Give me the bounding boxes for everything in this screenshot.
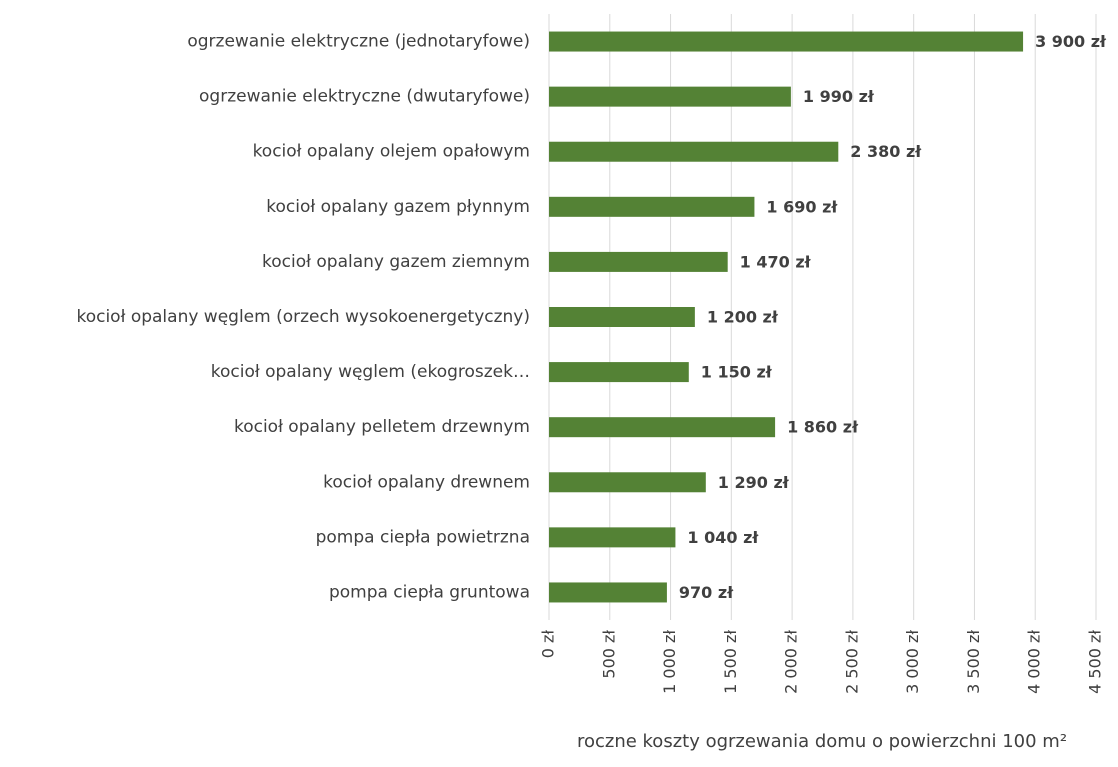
bar (549, 86, 791, 107)
x-tick-label: 4 000 zł (1025, 630, 1044, 694)
y-tick-label: kocioł opalany węglem (orzech wysokoener… (76, 307, 530, 327)
value-label: 3 900 zł (1035, 32, 1107, 51)
x-tick-label: 2 500 zł (842, 630, 861, 694)
y-tick-label: kocioł opalany pelletem drzewnym (234, 417, 530, 437)
value-label: 1 860 zł (787, 418, 859, 437)
value-label: 1 040 zł (687, 528, 759, 547)
y-tick-label: kocioł opalany gazem płynnym (266, 197, 530, 217)
x-tick-label: 500 zł (599, 630, 618, 679)
x-tick-label: 1 500 zł (721, 630, 740, 694)
y-tick-label: kocioł opalany węglem (ekogroszek… (211, 362, 530, 382)
y-tick-label: kocioł opalany olejem opałowym (253, 142, 530, 162)
y-tick-label: ogrzewanie elektryczne (jednotaryfowe) (187, 32, 530, 52)
y-tick-label: pompa ciepła gruntowa (329, 582, 530, 602)
bar (549, 31, 1024, 52)
value-label: 1 290 zł (718, 473, 790, 492)
x-tick-label: 3 500 zł (964, 630, 983, 694)
value-label: 1 150 zł (701, 363, 773, 382)
value-label: 1 470 zł (740, 252, 812, 271)
value-label: 970 zł (679, 583, 734, 602)
x-tick-label: 1 000 zł (660, 630, 679, 694)
bar (549, 362, 689, 383)
bar (549, 307, 695, 327)
bar (549, 527, 676, 548)
bar (549, 196, 755, 217)
value-label: 1 200 zł (707, 308, 779, 327)
y-tick-label: kocioł opalany drewnem (323, 472, 530, 492)
value-label: 1 990 zł (803, 87, 875, 106)
bar (549, 251, 728, 272)
y-tick-label: kocioł opalany gazem ziemnym (262, 252, 530, 272)
x-tick-label: 2 000 zł (782, 630, 801, 694)
y-tick-label: pompa ciepła powietrzna (316, 527, 530, 547)
x-tick-label: 0 zł (539, 630, 558, 659)
value-label: 1 690 zł (766, 197, 838, 216)
y-tick-label: ogrzewanie elektryczne (dwutaryfowe) (199, 87, 530, 107)
bar (549, 141, 839, 162)
bar (549, 417, 776, 438)
x-tick-label: 4 500 zł (1086, 630, 1105, 694)
bar (549, 472, 706, 493)
value-label: 2 380 zł (850, 142, 922, 161)
x-tick-label: 3 000 zł (903, 630, 922, 694)
bar (549, 582, 667, 603)
x-axis-title: roczne koszty ogrzewania domu o powierzc… (577, 731, 1067, 752)
